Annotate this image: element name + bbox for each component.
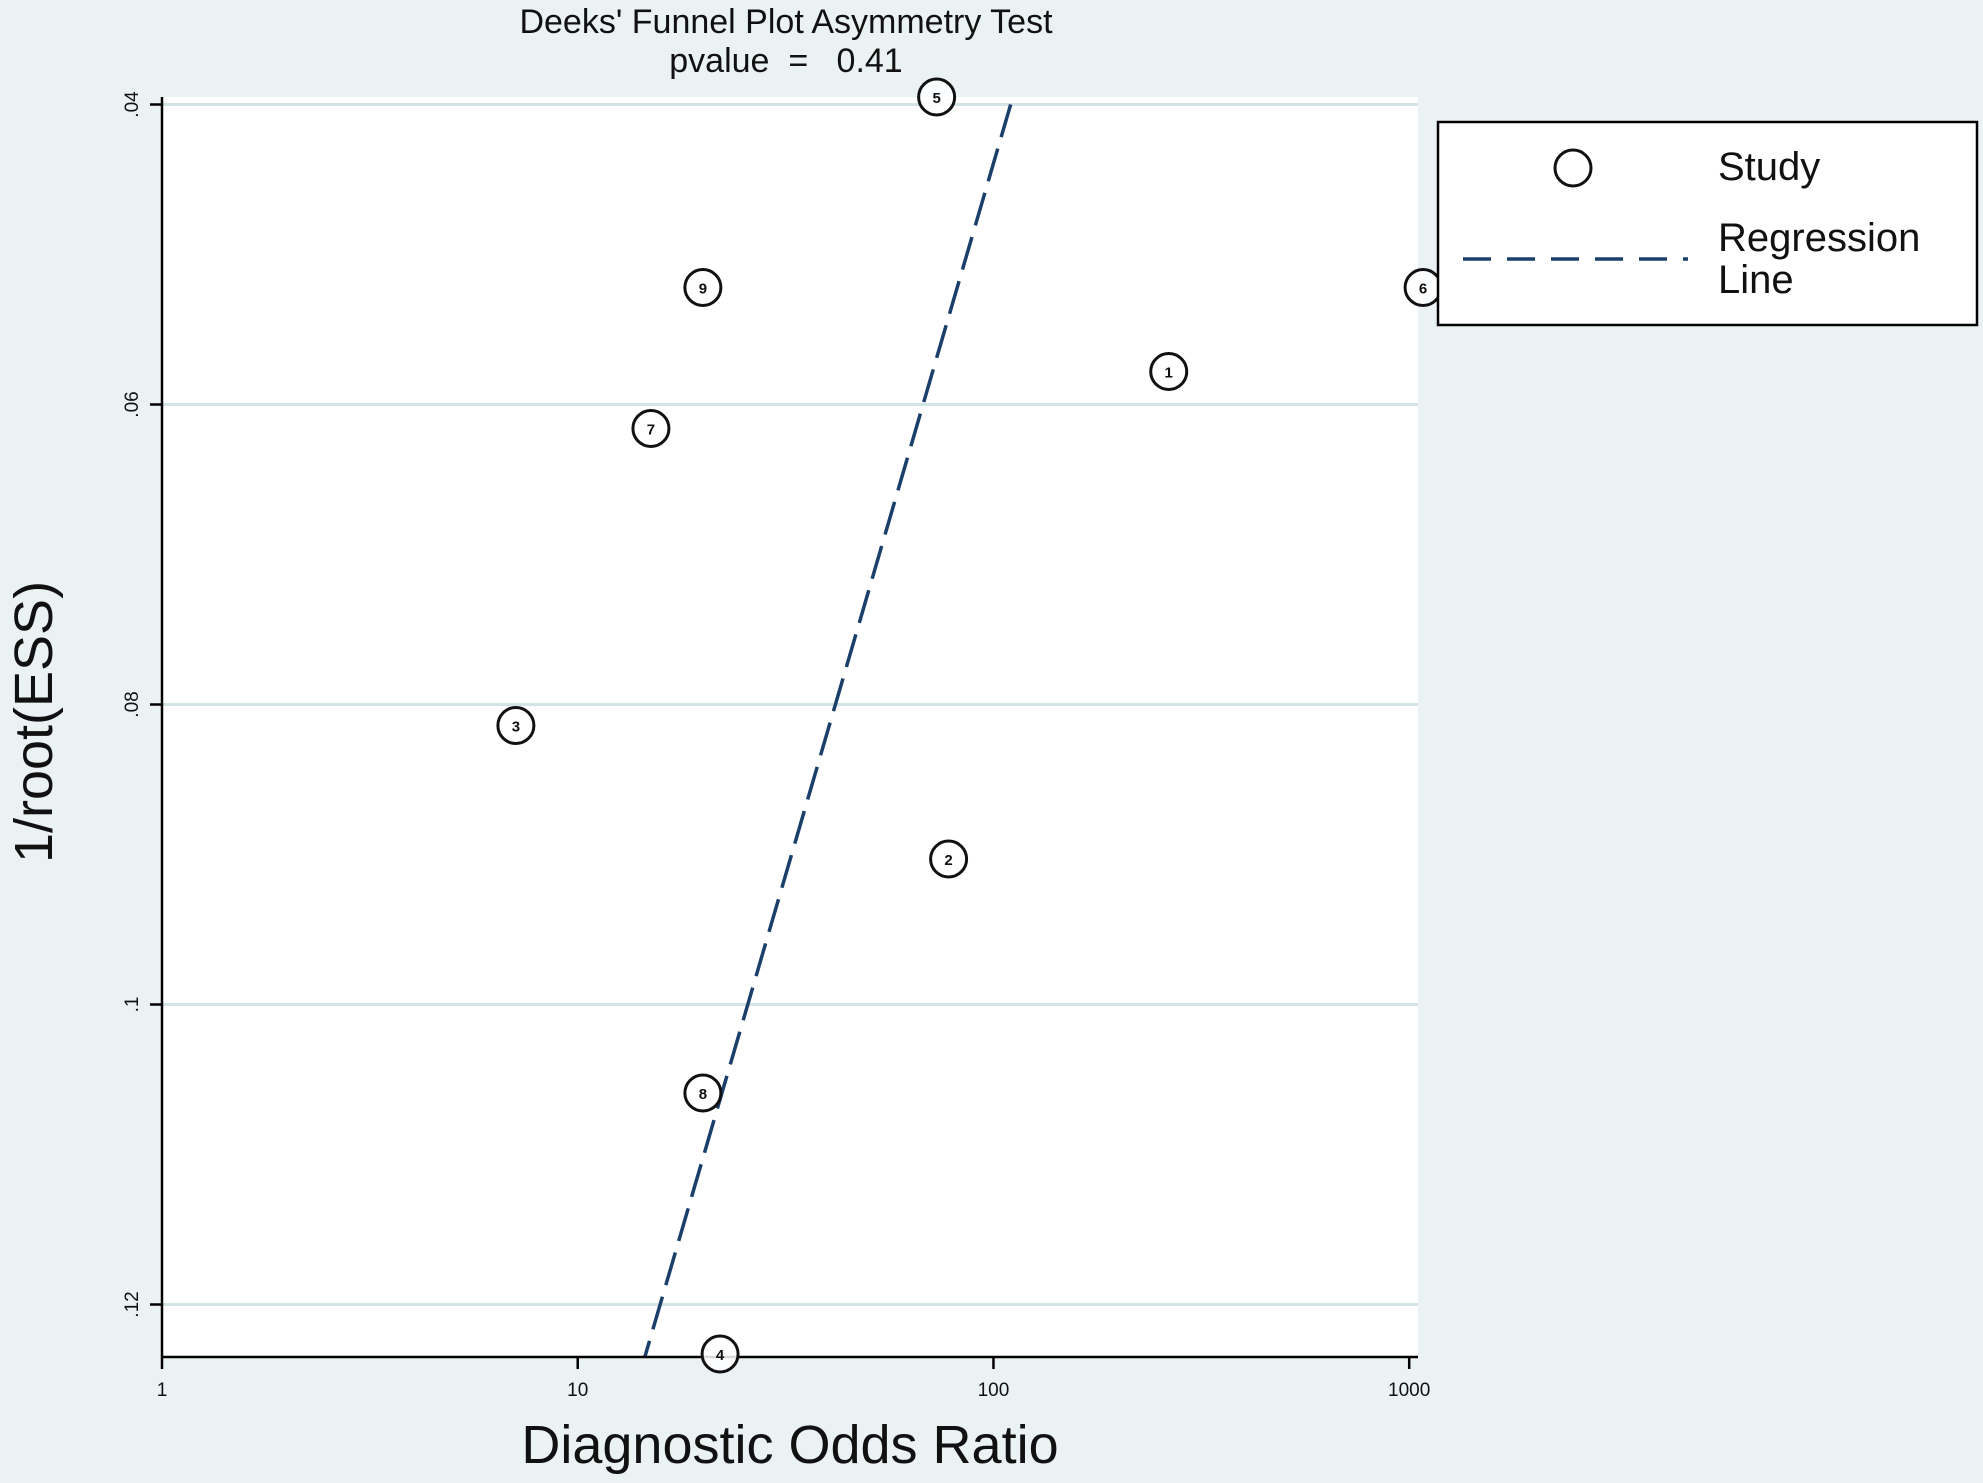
y-tick-label: .06 [122, 391, 143, 417]
study-point-label: 6 [1419, 281, 1427, 298]
study-point [917, 77, 957, 117]
study-point-label: 1 [1165, 365, 1173, 382]
chart-subtitle: pvalue = 0.41 [669, 42, 902, 80]
legend-study-label: Study [1718, 145, 1820, 189]
y-tick-label: .08 [122, 691, 143, 717]
y-axis-label: 1/root(ESS) [4, 581, 64, 863]
x-tick-label: 10 [567, 1380, 588, 1401]
study-point [496, 706, 536, 745]
chart-title: Deeks' Funnel Plot Asymmetry Test [519, 3, 1053, 41]
study-point-label: 5 [932, 90, 940, 107]
regression-layer [643, 104, 1013, 1358]
study-point-label: 8 [699, 1086, 707, 1103]
study-points: 1 2 3 4 5 6 7 8 9 [496, 77, 1443, 1374]
study-point-label: 3 [512, 719, 520, 736]
study-point [683, 268, 723, 307]
x-tick-label: 1000 [1388, 1380, 1430, 1401]
legend-box [1436, 120, 1979, 327]
x-tick-label: 100 [978, 1380, 1010, 1401]
y-tick-label: .1 [122, 997, 143, 1013]
study-point [683, 1073, 723, 1113]
legend: Study Regression Line [1436, 120, 1979, 327]
legend-regression-label: Regression Line [1718, 216, 1920, 302]
regression-line [643, 104, 1013, 1358]
y-tick-label: .12 [122, 1291, 143, 1317]
study-point-label: 9 [699, 281, 707, 298]
study-point [929, 839, 969, 879]
study-point [1149, 352, 1189, 391]
study-point-label: 7 [647, 422, 655, 439]
gridlines [162, 103, 1418, 1306]
study-point-label: 2 [944, 852, 952, 869]
x-tick-label: 1 [157, 1380, 168, 1401]
y-tick-label: .04 [122, 91, 143, 118]
plot-area [162, 97, 1418, 1357]
legend-study-marker [1553, 148, 1593, 188]
axes: .04 .06 .08 .1 .12 1 10 100 1000 [122, 91, 1430, 1401]
study-point-label: 4 [716, 1347, 725, 1364]
study-point [700, 1334, 740, 1374]
study-point [631, 409, 671, 448]
x-axis-label: Diagnostic Odds Ratio [521, 1415, 1058, 1475]
